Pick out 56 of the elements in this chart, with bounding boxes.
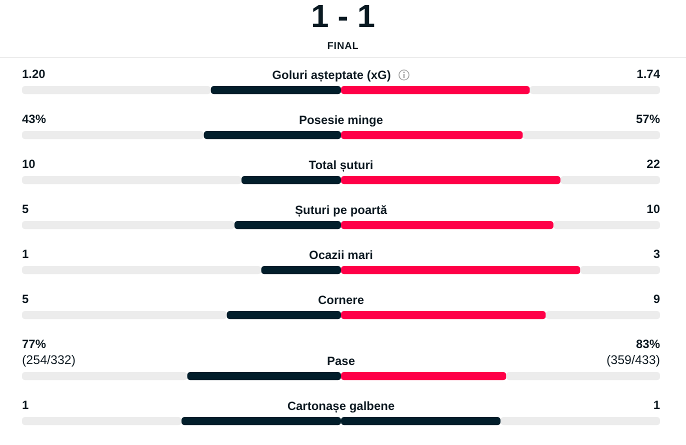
bar [522,131,660,140]
bar [341,266,580,274]
y-tick-label: Șuturi pe poartă [294,202,387,218]
bar [22,176,242,184]
annotation: 57% [636,112,660,126]
bar [22,131,204,140]
y-tick-label: Cornere [318,292,364,308]
annotation: 9 [653,292,660,306]
annotation: 10 [646,202,660,216]
annotation: 77% (254/332) [22,337,76,367]
annotation: 1 [22,398,29,412]
annotation: 1.74 [636,67,660,81]
y-tick-label: Posesie minge [298,112,384,128]
bar [500,417,660,426]
bar [22,372,188,380]
bar [22,86,211,94]
text: 1 - 1 [310,0,376,34]
bar [553,221,660,230]
bar [530,86,660,94]
bar [210,86,341,94]
y-tick-label: Ocazii mari [308,247,374,263]
annotation: 1.20 [22,67,46,81]
annotation: 10 [22,157,36,171]
bar [234,221,341,230]
bar [341,176,560,184]
bar [341,131,523,140]
bar [22,221,234,230]
bar [187,372,341,380]
bar [341,372,506,380]
bar [580,266,660,274]
annotation: 1 [22,247,29,261]
annotation: 1 [653,398,660,412]
bar [261,266,341,274]
y-tick-label: Pase [326,353,356,369]
annotation: 5 [22,292,29,306]
bar [22,311,227,320]
y-tick-label: Cartonașe galbene [287,398,395,414]
bar [226,311,341,320]
bar [560,176,660,184]
text: FINAL [327,41,359,52]
bar [341,221,554,230]
bar [241,176,341,184]
bar [204,131,341,140]
y-tick-label: Total șuturi [308,157,374,173]
bar [506,372,660,380]
y-tick-label: Goluri așteptate (xG) [272,67,391,83]
bar [22,417,182,426]
annotation: 83% (359/433) [606,337,660,367]
bar [22,266,262,274]
annotation: 22 [646,157,660,171]
bar [341,86,530,94]
bar [341,311,546,320]
annotation: 5 [22,202,29,216]
annotation: 43% [22,112,46,126]
bar [546,311,660,320]
annotation: 3 [653,247,660,261]
